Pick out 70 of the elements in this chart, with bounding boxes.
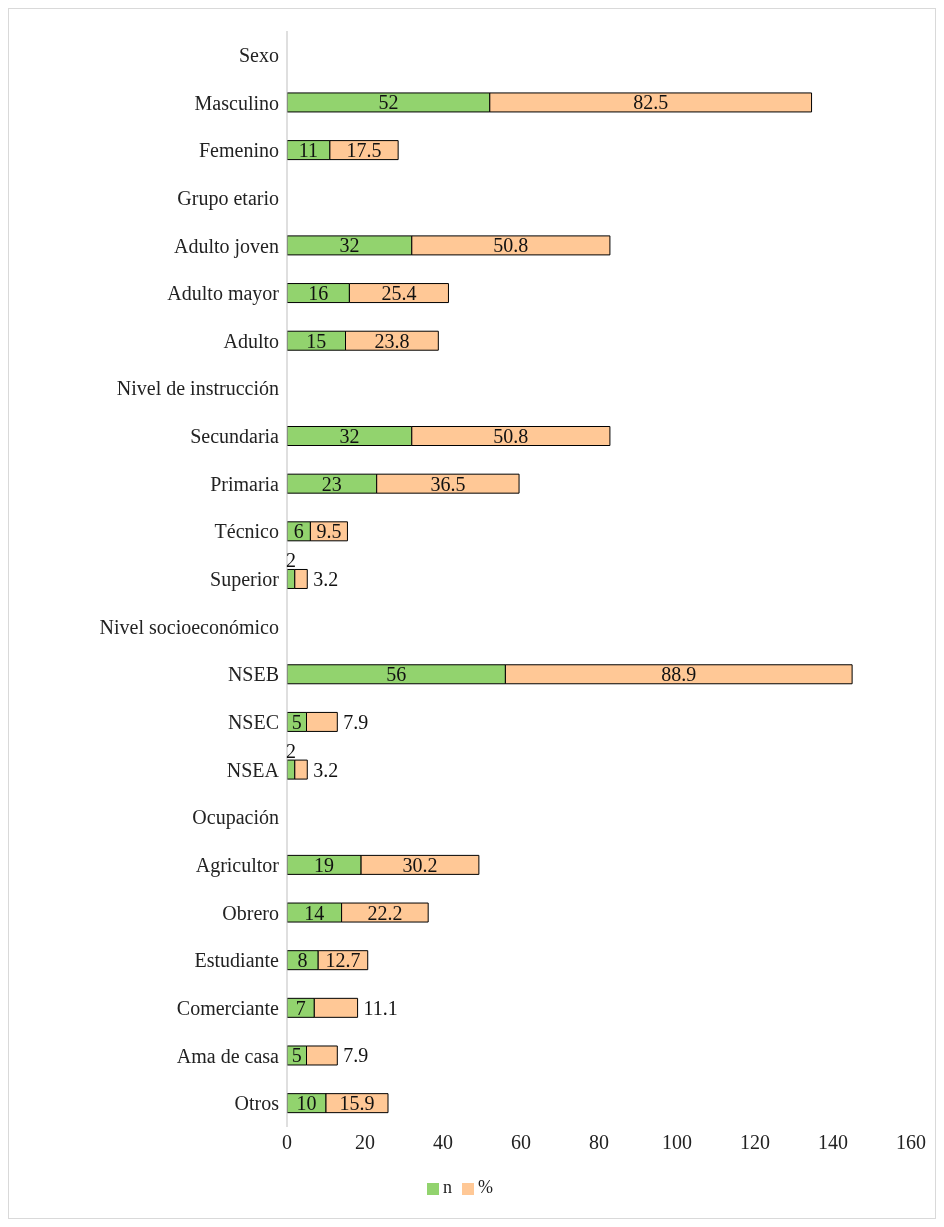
y-tick-label: Nivel socioeconómico xyxy=(99,615,279,638)
data-label: 25.4 xyxy=(381,282,417,305)
data-label: 36.5 xyxy=(430,472,466,495)
data-label: 32 xyxy=(339,234,360,257)
data-label: 2 xyxy=(285,740,296,763)
y-tick-label: Comerciante xyxy=(176,996,280,1019)
data-label: 3.2 xyxy=(313,758,339,781)
y-tick-label: Nivel de instrucción xyxy=(116,377,279,400)
data-label: 22.2 xyxy=(367,901,403,924)
data-label: 5 xyxy=(291,1044,302,1067)
x-tick-label: 160 xyxy=(896,1131,926,1154)
data-label: 30.2 xyxy=(402,853,438,876)
data-label: 50.8 xyxy=(493,425,529,448)
x-tick-label: 140 xyxy=(818,1131,848,1154)
y-tick-label: NSEB xyxy=(227,663,279,686)
data-label: 6 xyxy=(293,520,304,543)
y-tick-label: Estudiante xyxy=(194,949,280,972)
y-tick-label: Grupo etario xyxy=(177,186,279,210)
x-tick-label: 120 xyxy=(740,1131,770,1154)
y-tick-label: Técnico xyxy=(214,520,279,543)
legend-label: % xyxy=(478,1177,493,1197)
y-tick-label: Secundaria xyxy=(190,425,280,448)
data-label: 11.1 xyxy=(363,996,398,1019)
data-label: 50.8 xyxy=(493,234,529,257)
x-tick-label: 40 xyxy=(433,1131,453,1154)
data-label: 9.5 xyxy=(316,520,342,543)
data-label: 5 xyxy=(291,710,302,733)
y-tick-label: NSEC xyxy=(227,711,279,734)
y-tick-label: Adulto xyxy=(223,329,279,352)
data-label: 2 xyxy=(285,549,296,572)
x-tick-label: 20 xyxy=(355,1131,375,1154)
y-tick-label: Obrero xyxy=(222,901,279,924)
data-label: 3.2 xyxy=(313,567,339,590)
data-label: 23.8 xyxy=(374,329,410,352)
data-label: 8 xyxy=(297,949,308,972)
data-label: 56 xyxy=(386,663,407,686)
data-label: 15 xyxy=(306,329,327,352)
data-label: 15.9 xyxy=(339,1092,375,1115)
y-tick-label: Agricultor xyxy=(195,854,280,878)
data-label: 7.9 xyxy=(343,710,369,733)
x-tick-label: 0 xyxy=(282,1131,292,1154)
data-label: 82.5 xyxy=(633,91,669,114)
y-tick-label: Sexo xyxy=(239,43,279,66)
data-label: 14 xyxy=(304,901,325,924)
data-label: 7.9 xyxy=(343,1044,369,1067)
y-tick-label: Adulto mayor xyxy=(167,282,280,306)
y-tick-label: Femenino xyxy=(199,139,279,162)
y-tick-label: Masculino xyxy=(194,91,279,114)
y-tick-label: Superior xyxy=(210,568,280,592)
y-tick-label: Otros xyxy=(234,1092,280,1115)
data-label: 32 xyxy=(339,425,360,448)
y-tick-label: Ama de casa xyxy=(176,1044,280,1067)
y-tick-label: NSEA xyxy=(226,758,280,781)
data-label: 12.7 xyxy=(325,949,361,972)
y-tick-label: Adulto joven xyxy=(174,234,279,258)
y-tick-label: Primaria xyxy=(210,472,280,495)
data-label: 19 xyxy=(314,853,335,876)
x-tick-label: 100 xyxy=(662,1131,692,1154)
legend-label: n xyxy=(443,1177,452,1197)
data-label: 7 xyxy=(295,996,306,1019)
data-label: 88.9 xyxy=(661,663,697,686)
data-label: 23 xyxy=(321,472,342,495)
y-tick-label: Ocupación xyxy=(192,806,279,830)
data-label: 11 xyxy=(298,139,319,162)
data-label: 10 xyxy=(296,1092,317,1115)
data-label: 16 xyxy=(308,282,329,305)
data-label: 52 xyxy=(378,91,399,114)
x-tick-label: 80 xyxy=(589,1131,609,1154)
data-label: 17.5 xyxy=(346,139,382,162)
x-tick-label: 60 xyxy=(511,1131,531,1154)
